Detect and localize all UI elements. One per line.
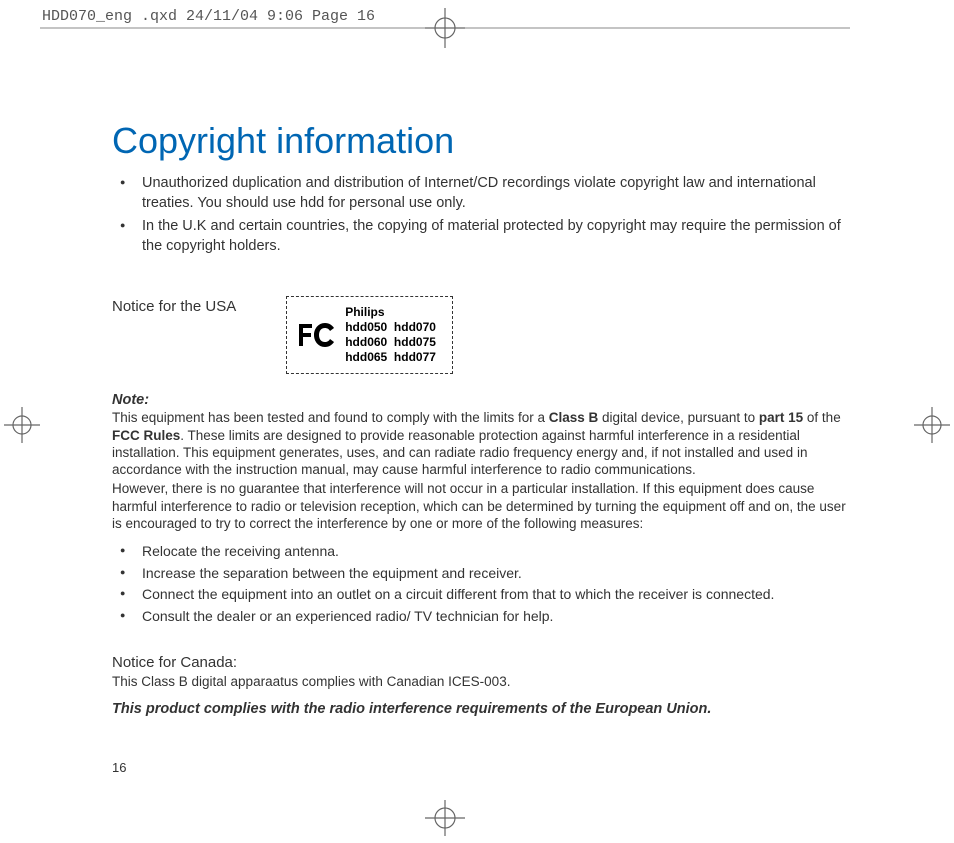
bottom-crop-marks xyxy=(0,798,954,838)
left-crop-mark xyxy=(2,405,42,450)
fcc-model: hdd075 xyxy=(394,335,436,349)
copyright-bullets: Unauthorized duplication and distributio… xyxy=(112,174,852,256)
fcc-box: Philips hdd050 hdd070 hdd060 hdd075 hdd0… xyxy=(286,296,453,374)
fcc-model: hdd065 xyxy=(345,350,387,364)
right-crop-mark xyxy=(912,405,952,450)
fcc-model: hdd077 xyxy=(394,350,436,364)
notice-usa-row: Notice for the USA Philips hdd050 hdd070… xyxy=(112,296,852,374)
fcc-model: hdd050 xyxy=(345,320,387,334)
page-title: Copyright information xyxy=(112,120,852,162)
notice-canada-label: Notice for Canada: xyxy=(112,654,852,671)
page-number: 16 xyxy=(112,760,126,775)
note-para-2: However, there is no guarantee that inte… xyxy=(112,480,852,532)
eu-compliance: This product complies with the radio int… xyxy=(112,701,852,717)
bullet-item: Unauthorized duplication and distributio… xyxy=(112,174,852,213)
notice-usa-label: Notice for the USA xyxy=(112,296,236,315)
bullet-item: In the U.K and certain countries, the co… xyxy=(112,217,852,256)
qxd-header: HDD070_eng .qxd 24/11/04 9:06 Page 16 xyxy=(42,8,375,25)
fcc-brand: Philips xyxy=(345,305,436,320)
fcc-model: hdd070 xyxy=(394,320,436,334)
fcc-icon xyxy=(297,320,337,350)
measures-list: Relocate the receiving antenna. Increase… xyxy=(112,542,852,626)
page-content: Copyright information Unauthorized dupli… xyxy=(112,120,852,717)
measure-item: Connect the equipment into an outlet on … xyxy=(112,585,852,605)
fcc-models: Philips hdd050 hdd070 hdd060 hdd075 hdd0… xyxy=(345,305,436,365)
fcc-model: hdd060 xyxy=(345,335,387,349)
measure-item: Relocate the receiving antenna. xyxy=(112,542,852,562)
measure-item: Increase the separation between the equi… xyxy=(112,564,852,584)
measure-item: Consult the dealer or an experienced rad… xyxy=(112,607,852,627)
notice-canada-text: This Class B digital apparaatus complies… xyxy=(112,673,852,690)
note-label: Note: xyxy=(112,392,852,408)
note-para-1: This equipment has been tested and found… xyxy=(112,409,852,478)
